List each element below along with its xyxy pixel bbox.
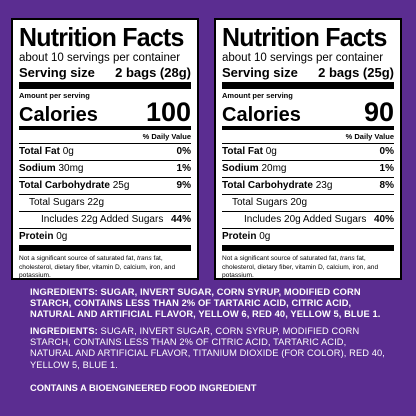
- nutrient-dv: 1%: [176, 163, 191, 174]
- nutrient-dv: 0%: [379, 146, 394, 157]
- sodium-row: Sodium 30mg 1%: [19, 161, 191, 178]
- serving-size-value: 2 bags (28g): [115, 65, 191, 80]
- footnote-text-b: fat, cholesterol, dietary fiber, vitamin…: [222, 255, 379, 279]
- nutrient-amount: 25g: [112, 180, 130, 191]
- ingredients-list-2: INGREDIENTS: SUGAR, INVERT SUGAR, CORN S…: [30, 326, 392, 371]
- ingredients-body: SUGAR, INVERT SUGAR, CORN SYRUP, MODIFIE…: [30, 326, 385, 370]
- nutrient-amount: 30mg: [58, 163, 84, 174]
- total-sugars-row: Total Sugars 22g: [19, 195, 191, 212]
- added-sugars-row: Includes 22g Added Sugars 44%: [19, 212, 191, 229]
- carbohydrate-row: Total Carbohydrate 23g 8%: [222, 178, 394, 195]
- footnote-text-a: Not a significant source of saturated fa…: [222, 255, 339, 262]
- nutrient-label: Sodium: [222, 163, 259, 174]
- added-sugars: Includes 20g Added Sugars: [244, 214, 367, 225]
- serving-size-row: Serving size 2 bags (28g): [19, 65, 191, 89]
- footnote-text-a: Not a significant source of saturated fa…: [19, 255, 136, 262]
- nutrient-amount: 0g: [62, 146, 74, 157]
- calories-value: 90: [363, 97, 394, 127]
- serving-size-row: Serving size 2 bags (25g): [222, 65, 394, 89]
- footnote-trans: trans: [137, 255, 152, 262]
- nutrient-dv: 40%: [373, 214, 394, 225]
- calories-label: Calories: [222, 104, 301, 126]
- protein-row: Protein 0g: [19, 229, 191, 251]
- ingredients-list-1: INGREDIENTS: SUGAR, INVERT SUGAR, CORN S…: [30, 287, 381, 320]
- total-fat-row: Total Fat 0g 0%: [19, 144, 191, 161]
- serving-size-label: Serving size: [222, 65, 298, 80]
- sodium-row: Sodium 20mg 1%: [222, 161, 394, 178]
- nutrient-dv: 44%: [170, 214, 191, 225]
- nutrient-label: Total Fat: [19, 146, 60, 157]
- nutrition-panel-left: Nutrition Facts about 10 servings per co…: [11, 18, 199, 280]
- daily-value-header: % Daily Value: [19, 130, 191, 144]
- footnote-trans: trans: [340, 255, 355, 262]
- footnote-text-b: fat, cholesterol, dietary fiber, vitamin…: [19, 255, 176, 279]
- carbohydrate-row: Total Carbohydrate 25g 9%: [19, 178, 191, 195]
- total-fat-row: Total Fat 0g 0%: [222, 144, 394, 161]
- amount-per-serving: Amount per serving: [222, 91, 293, 100]
- nutrient-label: Sodium: [19, 163, 56, 174]
- nutrient-amount: 20mg: [261, 163, 287, 174]
- nutrient-amount: 0g: [56, 231, 68, 242]
- servings-per-container: about 10 servings per container: [222, 52, 384, 64]
- total-sugars: Total Sugars 20g: [232, 197, 308, 208]
- nutrition-panel-right: Nutrition Facts about 10 servings per co…: [214, 18, 402, 280]
- nutrient-amount: 0g: [259, 231, 271, 242]
- nutrient-label: Total Carbohydrate: [19, 180, 110, 191]
- calories-row: Calories 90: [222, 97, 394, 130]
- nutrient-label: Total Carbohydrate: [222, 180, 313, 191]
- daily-value-header: % Daily Value: [222, 130, 394, 144]
- nutrition-facts-title: Nutrition Facts: [222, 22, 387, 52]
- nutrient-label: Protein: [222, 231, 257, 242]
- added-sugars-row: Includes 20g Added Sugars 40%: [222, 212, 394, 229]
- nutrient-amount: 23g: [315, 180, 333, 191]
- total-sugars: Total Sugars 22g: [29, 197, 105, 208]
- calories-row: Calories 100: [19, 97, 191, 130]
- added-sugars: Includes 22g Added Sugars: [41, 214, 164, 225]
- nutrient-dv: 8%: [379, 180, 394, 191]
- nutrient-dv: 0%: [176, 146, 191, 157]
- amount-per-serving: Amount per serving: [19, 91, 90, 100]
- nutrient-label: Protein: [19, 231, 54, 242]
- calories-value: 100: [145, 97, 191, 127]
- serving-size-value: 2 bags (25g): [318, 65, 394, 80]
- serving-size-label: Serving size: [19, 65, 95, 80]
- footnote: Not a significant source of saturated fa…: [222, 255, 394, 279]
- nutrition-facts-title: Nutrition Facts: [19, 22, 184, 52]
- nutrient-dv: 1%: [379, 163, 394, 174]
- total-sugars-row: Total Sugars 20g: [222, 195, 394, 212]
- ingredients-lead: INGREDIENTS:: [30, 326, 98, 336]
- nutrient-amount: 0g: [265, 146, 277, 157]
- protein-row: Protein 0g: [222, 229, 394, 251]
- calories-label: Calories: [19, 104, 98, 126]
- servings-per-container: about 10 servings per container: [19, 52, 181, 64]
- nutrient-dv: 9%: [176, 180, 191, 191]
- nutrient-label: Total Fat: [222, 146, 263, 157]
- bioengineered-statement: CONTAINS A BIOENGINEERED FOOD INGREDIENT: [30, 383, 257, 393]
- footnote: Not a significant source of saturated fa…: [19, 255, 191, 279]
